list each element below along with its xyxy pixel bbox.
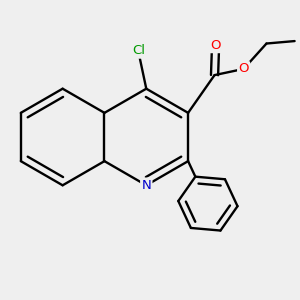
Text: O: O: [238, 62, 249, 75]
Text: Cl: Cl: [132, 44, 145, 57]
Text: O: O: [210, 39, 221, 52]
Text: N: N: [141, 179, 151, 192]
